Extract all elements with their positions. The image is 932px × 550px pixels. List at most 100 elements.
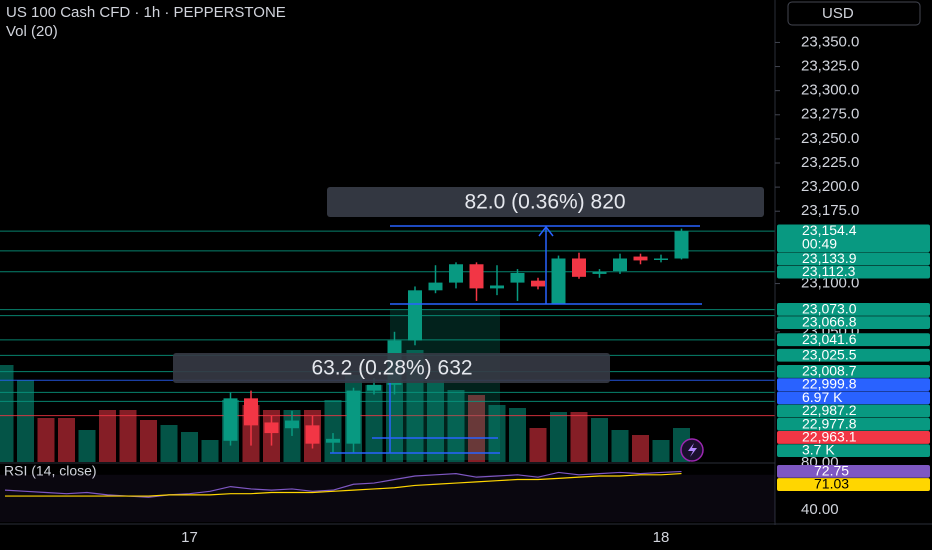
price-label: 23,073.0: [802, 301, 857, 317]
rsi-label-box: [777, 478, 930, 491]
price-label: 23,133.9: [802, 250, 857, 266]
candle-body: [510, 272, 525, 283]
price-label: 23,041.6: [802, 331, 857, 347]
price-label: 23,154.4: [802, 222, 857, 238]
measure-tools: 82.0 (0.36%) 820 63.2 (0.28%) 632: [173, 187, 764, 462]
price-label: 23,025.5: [802, 346, 857, 362]
volume-bar: [550, 412, 567, 462]
volume-bar: [652, 440, 670, 462]
volume-bar: [591, 418, 608, 462]
y-tick-label: 23,250.0: [801, 130, 859, 147]
volume-bar: [468, 395, 485, 462]
price-label-box: [777, 252, 930, 266]
rsi-value-label: 71.03: [814, 476, 849, 492]
price-label-box: [777, 303, 930, 316]
candle-body: [572, 258, 586, 277]
price-label-box: [777, 444, 930, 458]
price-label: 22,963.1: [802, 429, 857, 445]
price-label-box: [777, 378, 930, 392]
candle-body: [469, 264, 484, 289]
y-tick-label: 23,275.0: [801, 106, 859, 123]
volume-bar: [181, 432, 198, 462]
volume-bar: [632, 435, 649, 462]
volume-bar: [119, 410, 137, 462]
measure-label: 82.0 (0.36%) 820: [464, 191, 625, 214]
candle-body: [223, 398, 238, 441]
price-label-box: [777, 391, 930, 405]
measure-arrowhead: [538, 225, 554, 237]
candle-body: [490, 285, 504, 289]
price-label: 23,008.7: [802, 363, 857, 379]
measure-label: 63.2 (0.28%) 632: [311, 357, 472, 380]
volume-bar: [427, 380, 444, 462]
volume-bar: [140, 420, 157, 462]
price-label-box: [777, 333, 930, 347]
volume-bar: [58, 418, 75, 462]
candle-body: [346, 390, 361, 444]
measure-area: [390, 310, 500, 460]
price-label: 22,977.8: [802, 415, 857, 431]
price-label: 6.97 K: [802, 389, 843, 405]
y-tick-label: 23,300.0: [801, 82, 859, 99]
candle-body: [244, 398, 258, 426]
axis-labels: 23,350.0 23,325.0 23,300.0 23,275.0 23,250.0…: [775, 33, 930, 458]
y-tick-label: 23,175.0: [801, 202, 859, 219]
volume-bar: [0, 365, 14, 462]
volume-bar: [488, 405, 506, 462]
volume-bar: [570, 412, 588, 462]
candle-body: [408, 290, 422, 341]
y-tick-label: 23,325.0: [801, 58, 859, 75]
candle-body: [285, 420, 299, 429]
price-label-box: [777, 365, 930, 378]
candle-body: [428, 282, 443, 291]
countdown-label: 00:49: [802, 236, 837, 252]
candle-body: [551, 258, 566, 304]
volume-bar: [611, 430, 629, 462]
price-label: 22,987.2: [802, 402, 857, 418]
volume-bar: [529, 428, 547, 462]
chart-title: US 100 Cash CFD · 1h · PEPPERSTONE: [6, 4, 286, 21]
x-tick-label: 18: [653, 529, 670, 546]
candle-body: [633, 256, 648, 261]
rsi-label-box: [777, 464, 930, 478]
measure-box: [173, 353, 610, 383]
price-label-box: [777, 316, 930, 330]
rsi-title: RSI (14, close): [4, 463, 97, 479]
rsi-tick-label: 40.00: [801, 501, 839, 518]
price-label-box: [777, 404, 930, 418]
measure-box: [327, 187, 764, 217]
candle-body: [367, 384, 381, 391]
price-label-box: [777, 431, 930, 444]
price-label-box: [777, 417, 930, 431]
volume-bar: [447, 390, 465, 462]
candle-body: [449, 264, 463, 283]
price-label: 22,999.8: [802, 376, 857, 392]
plot-back: [0, 230, 775, 462]
volume-title: Vol (20): [6, 23, 58, 40]
volume-bar: [17, 380, 34, 462]
volume-bar: [99, 410, 116, 462]
price-label: 23,112.3: [802, 263, 856, 279]
candle-body: [654, 258, 668, 260]
volume-bar: [201, 440, 219, 462]
volume-bar: [509, 408, 526, 462]
candle-body: [264, 422, 279, 434]
price-label-box: [777, 348, 930, 362]
candle-body: [326, 438, 340, 443]
currency-button[interactable]: [787, 1, 921, 26]
price-label: 23,066.8: [802, 314, 857, 330]
alert-icon-bolt: [688, 443, 697, 457]
time-axis: 17 18: [181, 529, 669, 546]
y-tick-label: 23,200.0: [801, 178, 859, 195]
y-tick-label: 23,225.0: [801, 154, 859, 171]
candle-body: [592, 271, 607, 274]
candle-body: [674, 231, 689, 259]
volume-bar: [160, 425, 178, 462]
price-label: 3.7 K: [802, 442, 835, 458]
price-label-box: [777, 224, 930, 253]
currency-label: USD: [822, 5, 854, 22]
volume-bar: [78, 430, 96, 462]
volume-bar: [37, 418, 55, 462]
